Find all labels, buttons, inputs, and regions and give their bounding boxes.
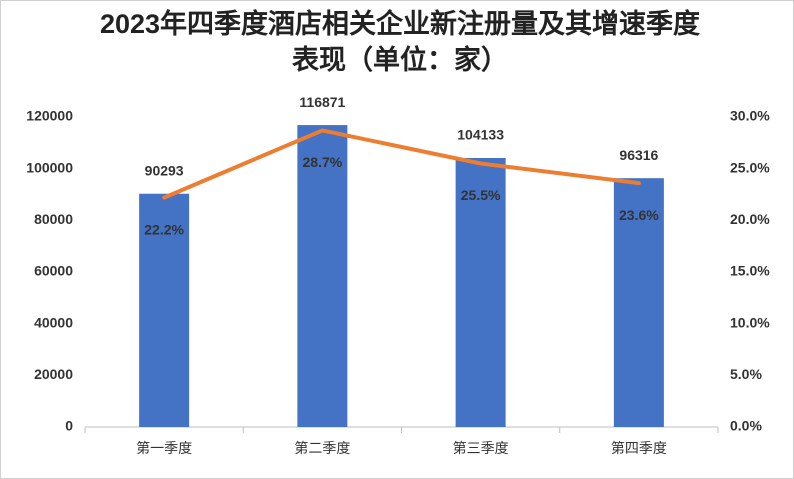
bar-value-label: 116871 [299,94,345,110]
y2-tick-label: 25.0% [730,159,770,175]
y-tick-label: 60000 [34,263,73,279]
y2-tick-label: 10.0% [730,314,770,330]
y2-tick-label: 20.0% [730,211,770,227]
y2-tick-label: 5.0% [730,366,762,382]
y-tick-label: 120000 [26,108,73,124]
line-value-label: 28.7% [303,154,343,170]
y-tick-label: 40000 [34,314,73,330]
chart-title: 2023年四季度酒店相关企业新注册量及其增速季度表现（单位：家） [99,9,701,75]
line [162,128,641,200]
x-tick-label: 第三季度 [453,440,509,457]
bar [613,178,664,427]
line-value-label: 25.5% [461,187,501,203]
y2-tick-label: 0.0% [730,418,762,434]
y-tick-label: 100000 [26,159,73,175]
y-tick-label: 80000 [34,211,73,227]
y2-tick-label: 15.0% [730,263,770,279]
bar-value-label: 90293 [145,162,184,178]
y-tick-label: 0 [65,418,73,434]
line-value-label: 23.6% [619,207,659,223]
line-value-label: 22.2% [144,221,184,237]
bar [455,157,506,427]
y-tick-label: 20000 [34,366,73,382]
bar-value-label: 96316 [619,147,658,163]
x-tick-label: 第一季度 [136,440,192,457]
bar [297,125,348,427]
bar [139,193,190,427]
y2-tick-label: 30.0% [730,108,770,124]
x-tick-label: 第四季度 [611,440,667,457]
x-tick-label: 第二季度 [294,440,350,457]
bar-value-label: 104133 [457,127,504,143]
